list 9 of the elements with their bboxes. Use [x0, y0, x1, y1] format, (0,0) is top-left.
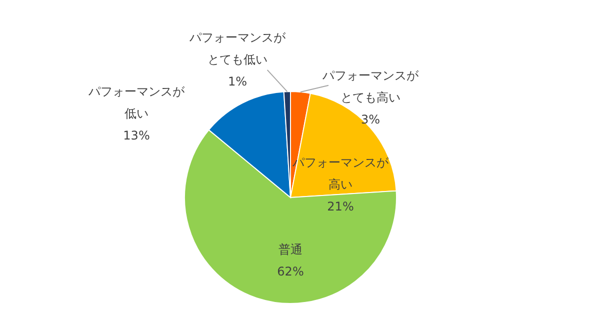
data-label: 62%: [277, 264, 304, 278]
data-label: 21%: [327, 200, 354, 214]
data-label: 3%: [360, 112, 380, 126]
slice-label: 普通: [278, 242, 302, 256]
data-label: 1%: [228, 74, 248, 88]
slice-label: パフォーマンスがとても低い: [188, 30, 286, 66]
data-label: 13%: [123, 128, 150, 142]
slice-label: パフォーマンスがとても高い: [322, 68, 420, 104]
slice-label: パフォーマンスが低い: [88, 84, 186, 120]
